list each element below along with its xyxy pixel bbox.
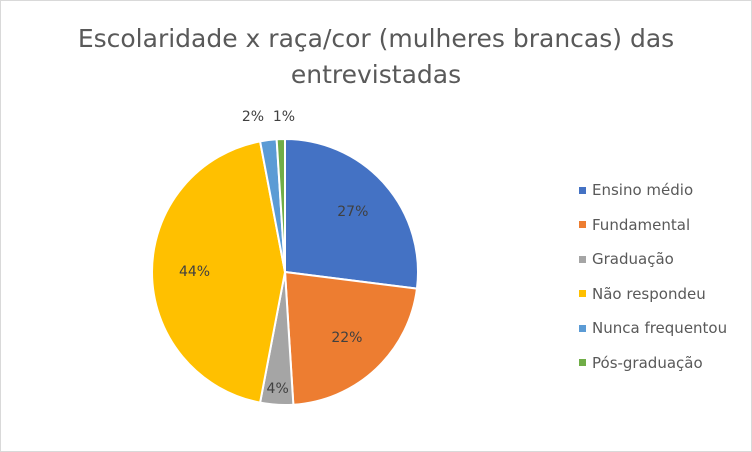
legend-item-graduacao: Graduação — [579, 242, 727, 277]
legend-swatch-nunca-frequentou — [579, 324, 586, 332]
legend-label-pos-graduacao: Pós-graduação — [592, 353, 703, 372]
legend-label-ensino-medio: Ensino médio — [592, 181, 694, 200]
legend-swatch-nao-respondeu — [579, 290, 586, 298]
legend: Ensino médio Fundamental Graduação Não r… — [579, 173, 727, 380]
chart-title: Escolaridade x raça/cor (mulheres branca… — [1, 21, 751, 93]
legend-swatch-pos-graduacao — [579, 359, 586, 367]
data-label-ensino-medio: 27% — [337, 204, 368, 220]
legend-swatch-graduacao — [579, 255, 586, 263]
chart-title-line-2: entrevistadas — [290, 60, 462, 89]
pie-slice-fundamental — [283, 270, 419, 406]
legend-swatch-fundamental — [579, 221, 586, 229]
legend-item-ensino-medio: Ensino médio — [579, 173, 727, 208]
data-label-nunca-frequentou: 2% — [242, 109, 264, 125]
chart-title-line-1: Escolaridade x raça/cor (mulheres branca… — [77, 24, 675, 53]
legend-label-fundamental: Fundamental — [592, 215, 691, 234]
data-label-graduacao: 4% — [267, 381, 289, 397]
legend-item-fundamental: Fundamental — [579, 208, 727, 243]
pie-slice-ensino-medio — [284, 137, 419, 290]
data-label-pos-graduacao: 1% — [273, 109, 295, 125]
legend-swatch-ensino-medio — [579, 186, 586, 194]
legend-label-graduacao: Graduação — [592, 250, 674, 269]
data-label-fundamental: 22% — [331, 330, 362, 346]
legend-label-nao-respondeu: Não respondeu — [592, 284, 706, 303]
legend-item-nunca-frequentou: Nunca frequentou — [579, 311, 727, 346]
legend-label-nunca-frequentou: Nunca frequentou — [592, 319, 728, 338]
pie-slice-pos-graduacao — [275, 137, 286, 273]
legend-item-nao-respondeu: Não respondeu — [579, 277, 727, 312]
pie-slice-nao-respondeu — [151, 140, 287, 404]
data-label-nao-respondeu: 44% — [179, 264, 210, 280]
legend-item-pos-graduacao: Pós-graduação — [579, 346, 727, 381]
